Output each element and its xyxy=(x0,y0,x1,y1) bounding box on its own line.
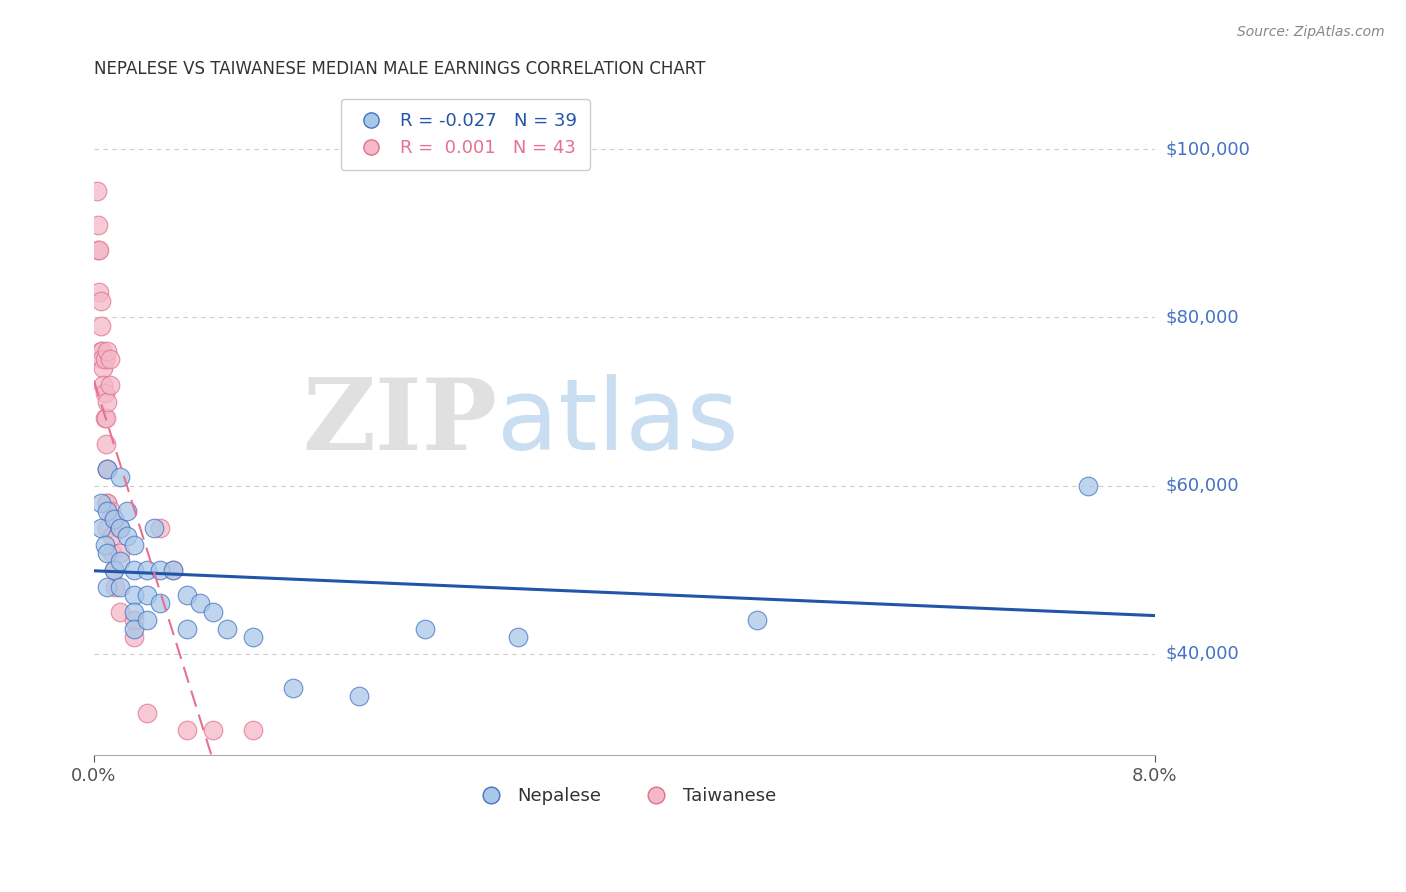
Point xyxy=(90,293,112,308)
Point xyxy=(508,630,530,644)
Point xyxy=(87,218,110,232)
Point xyxy=(122,563,145,577)
Point xyxy=(136,613,159,627)
Point xyxy=(176,723,198,737)
Text: ZIP: ZIP xyxy=(302,374,496,471)
Point xyxy=(136,588,159,602)
Point xyxy=(94,411,117,425)
Text: $100,000: $100,000 xyxy=(1166,140,1250,158)
Point xyxy=(242,723,264,737)
Point xyxy=(110,580,132,594)
Point xyxy=(115,504,138,518)
Point xyxy=(142,521,165,535)
Point xyxy=(110,521,132,535)
Point xyxy=(149,521,172,535)
Point xyxy=(96,521,118,535)
Point xyxy=(96,546,118,560)
Point xyxy=(103,563,125,577)
Point xyxy=(122,613,145,627)
Point xyxy=(89,243,111,257)
Point xyxy=(202,605,225,619)
Point xyxy=(96,394,118,409)
Point xyxy=(347,689,370,703)
Point xyxy=(101,529,124,543)
Point xyxy=(115,529,138,543)
Point xyxy=(122,605,145,619)
Point xyxy=(202,723,225,737)
Point xyxy=(415,622,437,636)
Point xyxy=(122,622,145,636)
Legend: Nepalese, Taiwanese: Nepalese, Taiwanese xyxy=(465,780,783,813)
Point xyxy=(87,243,110,257)
Point xyxy=(96,504,118,518)
Point xyxy=(1077,478,1099,492)
Point xyxy=(176,588,198,602)
Text: $40,000: $40,000 xyxy=(1166,645,1239,663)
Point xyxy=(100,504,122,518)
Point xyxy=(91,377,114,392)
Point xyxy=(90,318,112,333)
Point xyxy=(89,285,111,300)
Point xyxy=(110,554,132,568)
Point xyxy=(90,521,112,535)
Text: $60,000: $60,000 xyxy=(1166,476,1239,495)
Point xyxy=(93,386,115,401)
Point xyxy=(110,521,132,535)
Point xyxy=(93,538,115,552)
Point xyxy=(104,580,127,594)
Point xyxy=(149,597,172,611)
Point xyxy=(94,436,117,450)
Point xyxy=(96,462,118,476)
Point xyxy=(96,462,118,476)
Point xyxy=(90,344,112,359)
Point xyxy=(149,563,172,577)
Point xyxy=(122,538,145,552)
Point xyxy=(242,630,264,644)
Point xyxy=(103,512,125,526)
Point xyxy=(98,352,121,367)
Point xyxy=(91,360,114,375)
Point xyxy=(98,377,121,392)
Point xyxy=(103,563,125,577)
Point xyxy=(162,563,184,577)
Text: $80,000: $80,000 xyxy=(1166,309,1239,326)
Point xyxy=(162,563,184,577)
Point xyxy=(281,681,304,695)
Point xyxy=(122,588,145,602)
Point xyxy=(136,706,159,720)
Point xyxy=(745,613,768,627)
Point xyxy=(110,546,132,560)
Point xyxy=(176,622,198,636)
Point xyxy=(96,580,118,594)
Point xyxy=(86,184,108,198)
Point xyxy=(93,352,115,367)
Point xyxy=(215,622,238,636)
Point xyxy=(90,352,112,367)
Point xyxy=(96,495,118,509)
Point xyxy=(96,462,118,476)
Point xyxy=(90,495,112,509)
Text: NEPALESE VS TAIWANESE MEDIAN MALE EARNINGS CORRELATION CHART: NEPALESE VS TAIWANESE MEDIAN MALE EARNIN… xyxy=(94,60,706,78)
Point xyxy=(90,344,112,359)
Point xyxy=(110,470,132,484)
Point xyxy=(103,512,125,526)
Text: Source: ZipAtlas.com: Source: ZipAtlas.com xyxy=(1237,25,1385,39)
Text: atlas: atlas xyxy=(496,374,738,471)
Point xyxy=(122,630,145,644)
Point xyxy=(136,563,159,577)
Point xyxy=(96,344,118,359)
Point xyxy=(110,605,132,619)
Point xyxy=(96,495,118,509)
Point xyxy=(93,411,115,425)
Point xyxy=(101,546,124,560)
Point xyxy=(188,597,211,611)
